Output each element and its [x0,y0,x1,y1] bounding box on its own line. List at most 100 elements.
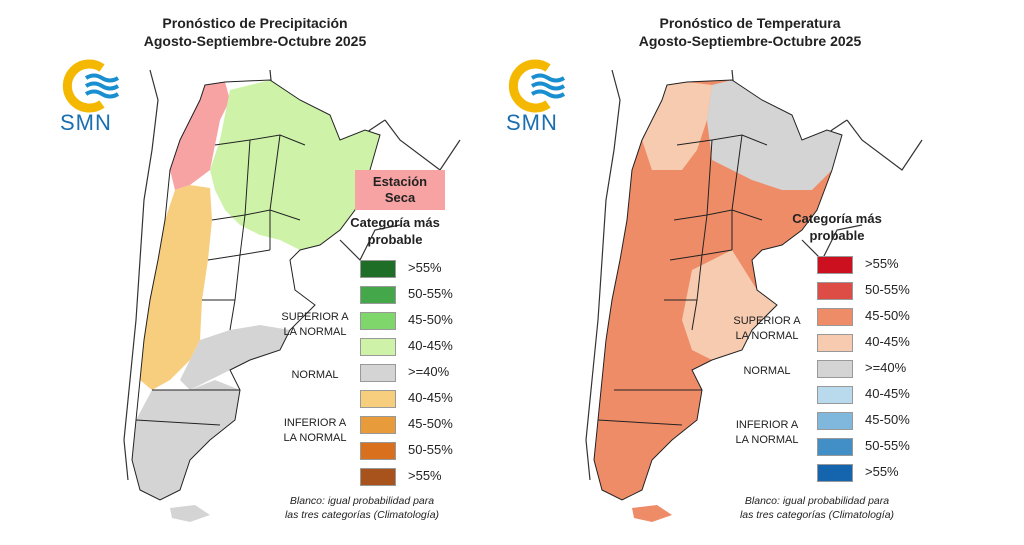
legend-label: 40-45% [408,390,453,405]
legend-swatch [817,386,853,404]
legend-swatch [360,312,396,330]
dry-season-label-2: Seca [384,190,416,205]
title-line-2: Agosto-Septiembre-Octubre 2025 [143,33,367,49]
legend-swatch [817,256,853,274]
cat-superior-line-2: LA NORMAL [283,326,347,338]
legend-swatch [817,282,853,300]
legend-label: 45-50% [865,308,910,323]
region-normal-centre [180,325,290,390]
legend-swatch [360,468,396,486]
temperature-title: Pronóstico de Temperatura Agosto-Septiem… [500,14,1000,50]
legend-title-line-2: probable [809,228,865,243]
legend-label: 45-50% [408,416,453,431]
legend-label: 40-45% [865,334,910,349]
legend-swatch [817,438,853,456]
smn-logo-icon [62,59,120,113]
title-line-1: Pronóstico de Temperatura [659,15,841,31]
legend-title-line-1: Categoría más [350,215,440,230]
region-normal-northeast [707,80,842,190]
climatology-note: Blanco: igual probabilidad para las tres… [262,494,462,522]
smn-logo-text: SMN [506,110,558,135]
legend-title: Categoría más probable [340,214,450,248]
legend-label: >55% [408,468,442,483]
cat-normal: NORMAL [743,365,791,377]
category-normal: NORMAL [270,368,360,383]
cat-superior-line-1: SUPERIOR A [281,311,349,323]
province-borders [131,79,381,501]
smn-logo: SMN [58,58,128,138]
legend-label: 50-55% [865,282,910,297]
chile-border-line [123,69,159,481]
legend-swatch [360,286,396,304]
chile-border-line [585,69,621,481]
cat-inferior-line-1: INFERIOR A [283,417,347,429]
brazil-border [846,119,923,171]
precipitation-title: Pronóstico de Precipitación Agosto-Septi… [5,14,505,50]
region-above-normal-east-light [682,250,777,360]
legend-swatch [817,412,853,430]
legend-swatch [817,360,853,378]
category-normal: NORMAL [722,364,812,379]
category-inferior: INFERIOR A LA NORMAL [270,416,360,446]
legend-label: >55% [408,260,442,275]
legend-swatch [817,334,853,352]
legend-swatch [360,338,396,356]
legend-swatch [817,464,853,482]
province-borders [593,79,843,501]
legend-title-line-2: probable [367,232,423,247]
legend-label: >=40% [408,364,450,379]
precipitation-panel: Pronóstico de Precipitación Agosto-Septi… [0,0,500,545]
legend-label: 50-55% [408,442,453,457]
legend-swatch [360,260,396,278]
region-tierra-del-fuego [170,505,210,522]
legend-swatch [360,390,396,408]
legend-swatch [817,308,853,326]
legend-label: 45-50% [408,312,453,327]
note-line-2: las tres categorías (Climatología) [739,509,895,521]
cat-inferior-line-2: LA NORMAL [735,434,799,446]
legend-label: 40-45% [865,386,910,401]
legend-swatch [360,364,396,382]
region-below-normal-west [140,185,212,390]
category-superior: SUPERIOR A LA NORMAL [722,314,812,344]
cat-inferior-line-1: INFERIOR A [735,419,799,431]
legend-title: Categoría más probable [782,210,892,244]
uruguay-outline [339,224,401,262]
legend-label: 50-55% [865,438,910,453]
region-normal-patagonia [132,380,240,500]
climatology-note: Blanco: igual probabilidad para las tres… [717,494,917,522]
cat-superior-line-2: LA NORMAL [735,330,799,342]
dry-season-badge: Estación Seca [355,170,445,210]
region-above-normal-north-light [642,82,712,170]
legend-label: 45-50% [865,412,910,427]
category-inferior: INFERIOR A LA NORMAL [722,418,812,448]
precipitation-regions [132,80,380,522]
title-line-1: Pronóstico de Precipitación [162,15,348,31]
cat-superior-line-1: SUPERIOR A [733,315,801,327]
legend-label: 40-45% [408,338,453,353]
category-superior: SUPERIOR A LA NORMAL [270,310,360,340]
cat-normal: NORMAL [291,369,339,381]
note-line-1: Blanco: igual probabilidad para [289,495,435,507]
temperature-regions [594,80,842,522]
region-dry-season-nw [170,82,230,190]
smn-logo: SMN [504,58,574,138]
legend-title-line-1: Categoría más [792,211,882,226]
note-line-1: Blanco: igual probabilidad para [744,495,890,507]
smn-logo-icon [508,59,566,113]
legend-swatch [360,442,396,460]
dry-season-label-1: Estación [372,174,428,189]
brazil-border [384,119,461,171]
uruguay-outline [801,224,863,262]
temperature-panel: Pronóstico de Temperatura Agosto-Septiem… [506,0,1012,545]
note-line-2: las tres categorías (Climatología) [284,509,440,521]
legend-swatch [360,416,396,434]
legend-label: >=40% [865,360,907,375]
precipitation-map [123,69,461,522]
temperature-map [585,69,923,522]
legend-label: >55% [865,256,899,271]
title-line-2: Agosto-Septiembre-Octubre 2025 [638,33,862,49]
region-above-normal-north [210,80,380,250]
legend-label: 50-55% [408,286,453,301]
smn-logo-text: SMN [60,110,112,135]
